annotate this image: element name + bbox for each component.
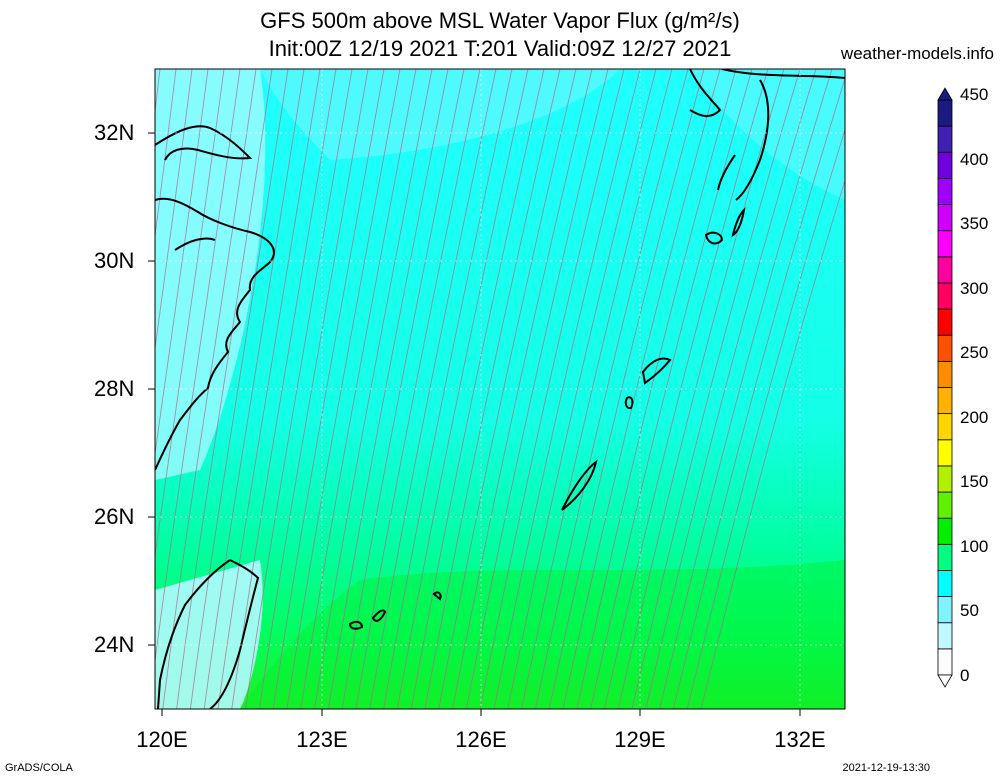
streamline (314, 69, 433, 709)
streamline (438, 69, 577, 709)
colorbar-swatch (937, 543, 953, 571)
colorbar-swatch (937, 413, 953, 441)
colorbar-max-arrow (937, 87, 953, 101)
colorbar-label: 100 (960, 537, 989, 556)
streamline (548, 69, 705, 709)
lon-label: 132E (774, 727, 826, 752)
streamline (355, 69, 481, 709)
streamline (452, 69, 593, 709)
streamline (700, 178, 845, 709)
lon-label: 123E (296, 727, 348, 752)
streamline (383, 69, 513, 709)
streamline (479, 69, 625, 709)
streamline (672, 77, 845, 709)
streamline (217, 69, 321, 709)
colorbar-swatch (937, 517, 953, 545)
streamline (562, 69, 721, 709)
colorbar-label: 350 (960, 214, 989, 233)
lat-label: 28N (94, 376, 135, 401)
colorbar-label: 300 (960, 279, 989, 298)
streamline (258, 69, 369, 709)
colorbar (937, 87, 953, 688)
streamlines (155, 69, 845, 709)
streamline (465, 69, 609, 709)
colorbar-swatch (937, 334, 953, 362)
lon-label: 129E (614, 727, 666, 752)
colorbar-min-arrow (937, 674, 953, 688)
footer-credit: GrADS/COLA (5, 762, 73, 774)
colorbar-swatch (937, 387, 953, 415)
streamline (369, 69, 497, 709)
colorbar-label: 200 (960, 408, 989, 427)
streamline (576, 69, 737, 709)
streamline (410, 69, 545, 709)
colorbar-swatch (937, 570, 953, 597)
axis-ticks (148, 132, 801, 716)
plot-area (155, 69, 845, 709)
colorbar-label: 50 (960, 601, 979, 620)
colorbar-swatch (937, 465, 953, 493)
lon-label: 126E (455, 727, 507, 752)
streamline (203, 69, 305, 709)
graticule (155, 69, 845, 709)
colorbar-swatch (937, 256, 953, 284)
chart-title: GFS 500m above MSL Water Vapor Flux (g/m… (260, 8, 740, 33)
colorbar-swatch (937, 230, 953, 258)
streamline (231, 69, 337, 709)
colorbar-label: 250 (960, 343, 989, 362)
streamline (631, 69, 801, 709)
colorbar-swatch (937, 282, 953, 310)
lat-label: 30N (94, 248, 135, 273)
colorbar-swatch (937, 648, 953, 676)
colorbar-swatch (937, 360, 953, 388)
streamline (603, 69, 769, 709)
lat-label: 26N (94, 504, 135, 529)
colorbar-swatch (937, 204, 953, 232)
streamline (176, 69, 273, 709)
streamline (534, 69, 689, 709)
streamline (155, 69, 209, 457)
streamline (155, 69, 177, 240)
colorbar-swatch (937, 178, 953, 205)
streamline (424, 69, 561, 709)
colorbar-label: 0 (960, 666, 970, 685)
colorbar-swatch (937, 622, 953, 650)
streamline (155, 69, 193, 352)
streamline (155, 69, 241, 665)
coastlines (155, 69, 845, 709)
streamline (493, 69, 641, 709)
streamline (155, 69, 225, 560)
footer-timestamp: 2021-12-19-13:30 (842, 762, 930, 774)
site-label: weather-models.info (840, 44, 994, 63)
streamline (645, 69, 817, 709)
lat-label: 32N (94, 120, 135, 145)
streamline (327, 69, 449, 709)
streamline (521, 69, 673, 709)
colorbar-swatch (937, 125, 953, 153)
streamline (300, 69, 417, 709)
lat-label: 24N (94, 632, 135, 657)
colorbar-label: 400 (960, 150, 989, 169)
streamline (507, 69, 657, 709)
colorbar-label: 150 (960, 472, 989, 491)
streamline (189, 69, 289, 709)
streamline (686, 128, 845, 709)
colorbar-swatch (937, 99, 953, 127)
colorbar-swatch (937, 308, 953, 336)
colorbar-swatch (937, 439, 953, 467)
streamline (396, 69, 529, 709)
lon-label: 120E (136, 727, 188, 752)
streamline (162, 69, 257, 709)
chart-subtitle: Init:00Z 12/19 2021 T:201 Valid:09Z 12/2… (268, 36, 732, 61)
colorbar-swatch (937, 596, 953, 624)
streamline (245, 69, 353, 709)
colorbar-label: 450 (960, 85, 989, 104)
colorbar-swatch (937, 151, 953, 179)
colorbar-swatch (937, 491, 953, 519)
streamline (286, 69, 401, 709)
